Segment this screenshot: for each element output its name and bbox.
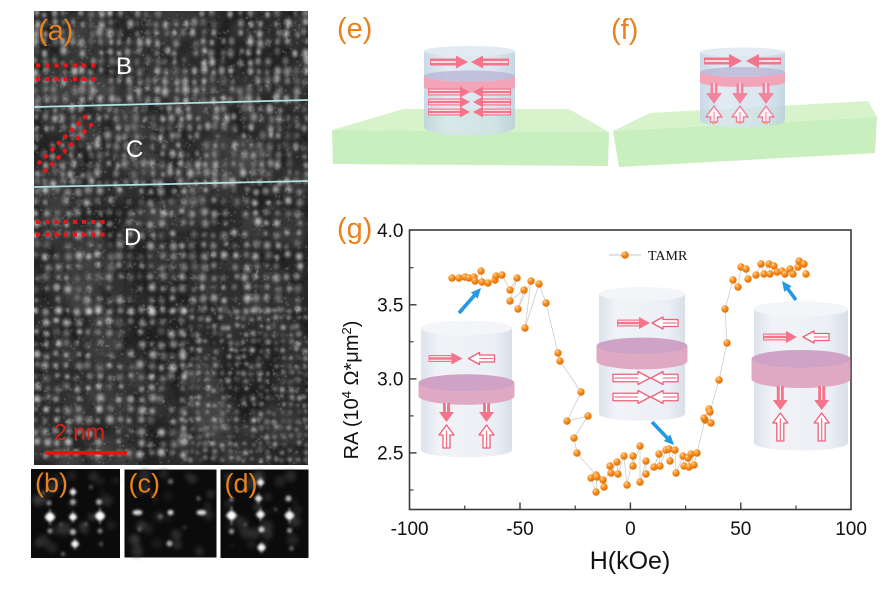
svg-text:2 nm: 2 nm	[54, 419, 105, 445]
svg-text:(d): (d)	[225, 469, 258, 499]
svg-text:-100: -100	[391, 519, 429, 540]
svg-text:C: C	[126, 136, 143, 163]
svg-text:(g): (g)	[337, 213, 372, 245]
svg-text:B: B	[116, 53, 132, 80]
svg-text:4.0: 4.0	[377, 221, 403, 242]
svg-text:RA (104 Ω*μm2): RA (104 Ω*μm2)	[339, 321, 363, 460]
svg-text:D: D	[124, 224, 141, 251]
svg-text:(f): (f)	[611, 14, 638, 46]
svg-text:50: 50	[730, 519, 751, 540]
svg-text:TAMR: TAMR	[648, 249, 688, 264]
svg-text:H(kOe): H(kOe)	[590, 547, 671, 575]
svg-text:(e): (e)	[337, 13, 372, 45]
svg-text:(a): (a)	[38, 15, 73, 47]
svg-text:100: 100	[835, 519, 867, 540]
svg-text:3.0: 3.0	[377, 369, 403, 390]
svg-text:3.5: 3.5	[377, 295, 403, 316]
svg-text:-50: -50	[506, 519, 533, 540]
svg-text:(b): (b)	[35, 468, 68, 498]
svg-text:2.5: 2.5	[377, 443, 403, 464]
svg-text:0: 0	[625, 519, 636, 540]
svg-text:(c): (c)	[129, 469, 160, 499]
